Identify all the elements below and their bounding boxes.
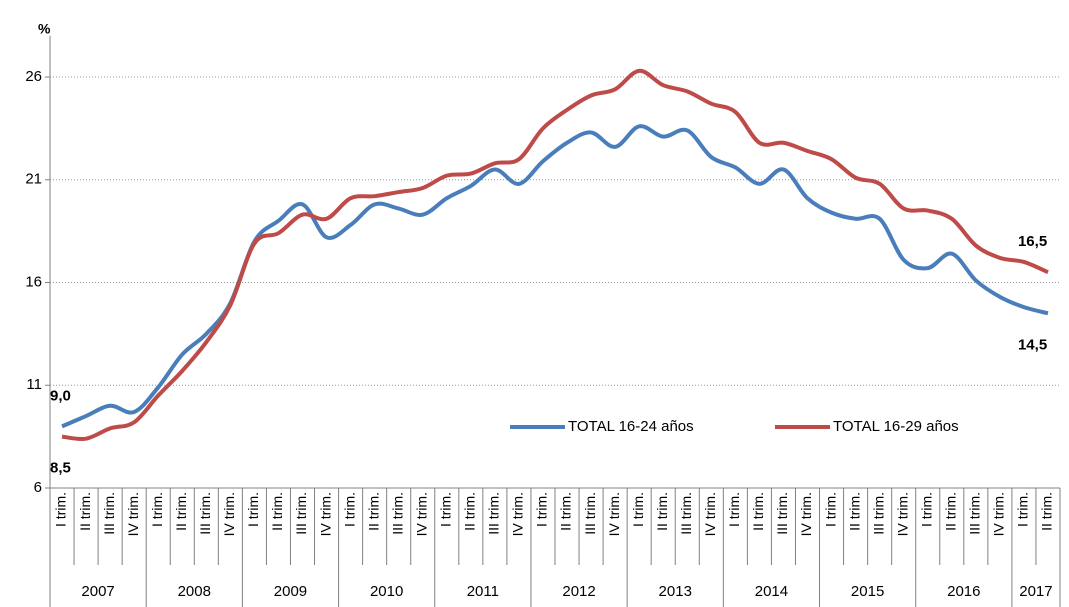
x-tick-label: II trim. bbox=[269, 492, 285, 531]
y-tick-label: 21 bbox=[25, 171, 42, 188]
x-tick-label: IV trim. bbox=[894, 492, 910, 536]
x-tick-label: III trim. bbox=[197, 492, 213, 535]
y-tick-label: 6 bbox=[34, 479, 42, 496]
x-tick-label: I trim. bbox=[918, 492, 934, 527]
x-tick-label: II trim. bbox=[1039, 492, 1055, 531]
year-label: 2015 bbox=[851, 583, 884, 600]
x-tick-label: II trim. bbox=[558, 492, 574, 531]
y-tick-label: 11 bbox=[26, 376, 42, 393]
x-tick-label: III trim. bbox=[389, 492, 405, 535]
x-tick-label: IV trim. bbox=[125, 492, 141, 536]
x-tick-label: IV trim. bbox=[510, 492, 526, 536]
x-tick-label: II trim. bbox=[462, 492, 478, 531]
legend-label: TOTAL 16-29 años bbox=[833, 418, 959, 435]
x-tick-label: III trim. bbox=[101, 492, 117, 535]
year-label: 2010 bbox=[370, 583, 403, 600]
data-label: 8,5 bbox=[50, 460, 71, 477]
x-tick-label: I trim. bbox=[341, 492, 357, 527]
year-label: 2011 bbox=[467, 583, 499, 600]
data-label: 9,0 bbox=[50, 387, 71, 404]
x-tick-label: I trim. bbox=[630, 492, 646, 527]
x-tick-label: II trim. bbox=[77, 492, 93, 531]
x-tick-label: II trim. bbox=[365, 492, 381, 531]
x-tick-label: II trim. bbox=[750, 492, 766, 531]
year-label: 2007 bbox=[81, 583, 114, 600]
x-tick-label: I trim. bbox=[726, 492, 742, 527]
x-tick-label: III trim. bbox=[967, 492, 983, 535]
data-label: 14,5 bbox=[1018, 336, 1047, 353]
year-label: 2012 bbox=[562, 583, 595, 600]
x-tick-label: IV trim. bbox=[606, 492, 622, 536]
data-label: 16,5 bbox=[1018, 233, 1047, 250]
x-tick-label: II trim. bbox=[654, 492, 670, 531]
x-tick-label: II trim. bbox=[846, 492, 862, 531]
y-axis-label: % bbox=[38, 21, 51, 37]
x-tick-label: II trim. bbox=[173, 492, 189, 531]
x-tick-label: I trim. bbox=[437, 492, 453, 527]
x-tick-label: III trim. bbox=[870, 492, 886, 535]
year-label: 2013 bbox=[659, 583, 692, 600]
x-tick-label: III trim. bbox=[774, 492, 790, 535]
x-tick-label: III trim. bbox=[486, 492, 502, 535]
line-series bbox=[61, 124, 1049, 429]
x-tick-label: I trim. bbox=[149, 492, 165, 527]
year-label: 2009 bbox=[274, 583, 307, 600]
x-tick-label: I trim. bbox=[822, 492, 838, 527]
x-tick-label: IV trim. bbox=[798, 492, 814, 536]
line-series bbox=[61, 68, 1049, 441]
x-tick-label: I trim. bbox=[53, 492, 69, 527]
year-label: 2017 bbox=[1019, 583, 1052, 600]
x-tick-label: IV trim. bbox=[221, 492, 237, 536]
x-tick-label: III trim. bbox=[582, 492, 598, 535]
x-tick-label: I trim. bbox=[534, 492, 550, 527]
x-tick-label: III trim. bbox=[678, 492, 694, 535]
x-tick-label: IV trim. bbox=[702, 492, 718, 536]
year-label: 2014 bbox=[755, 583, 788, 600]
x-tick-label: II trim. bbox=[942, 492, 958, 531]
legend-label: TOTAL 16-24 años bbox=[568, 418, 694, 435]
x-tick-label: I trim. bbox=[245, 492, 261, 527]
year-label: 2008 bbox=[178, 583, 211, 600]
x-tick-label: IV trim. bbox=[991, 492, 1007, 536]
x-tick-label: III trim. bbox=[293, 492, 309, 535]
year-label: 2016 bbox=[947, 583, 980, 600]
x-tick-label: I trim. bbox=[1015, 492, 1031, 527]
y-tick-label: 16 bbox=[25, 273, 42, 290]
x-tick-label: IV trim. bbox=[413, 492, 429, 536]
x-tick-label: IV trim. bbox=[317, 492, 333, 536]
y-tick-label: 26 bbox=[25, 68, 42, 85]
